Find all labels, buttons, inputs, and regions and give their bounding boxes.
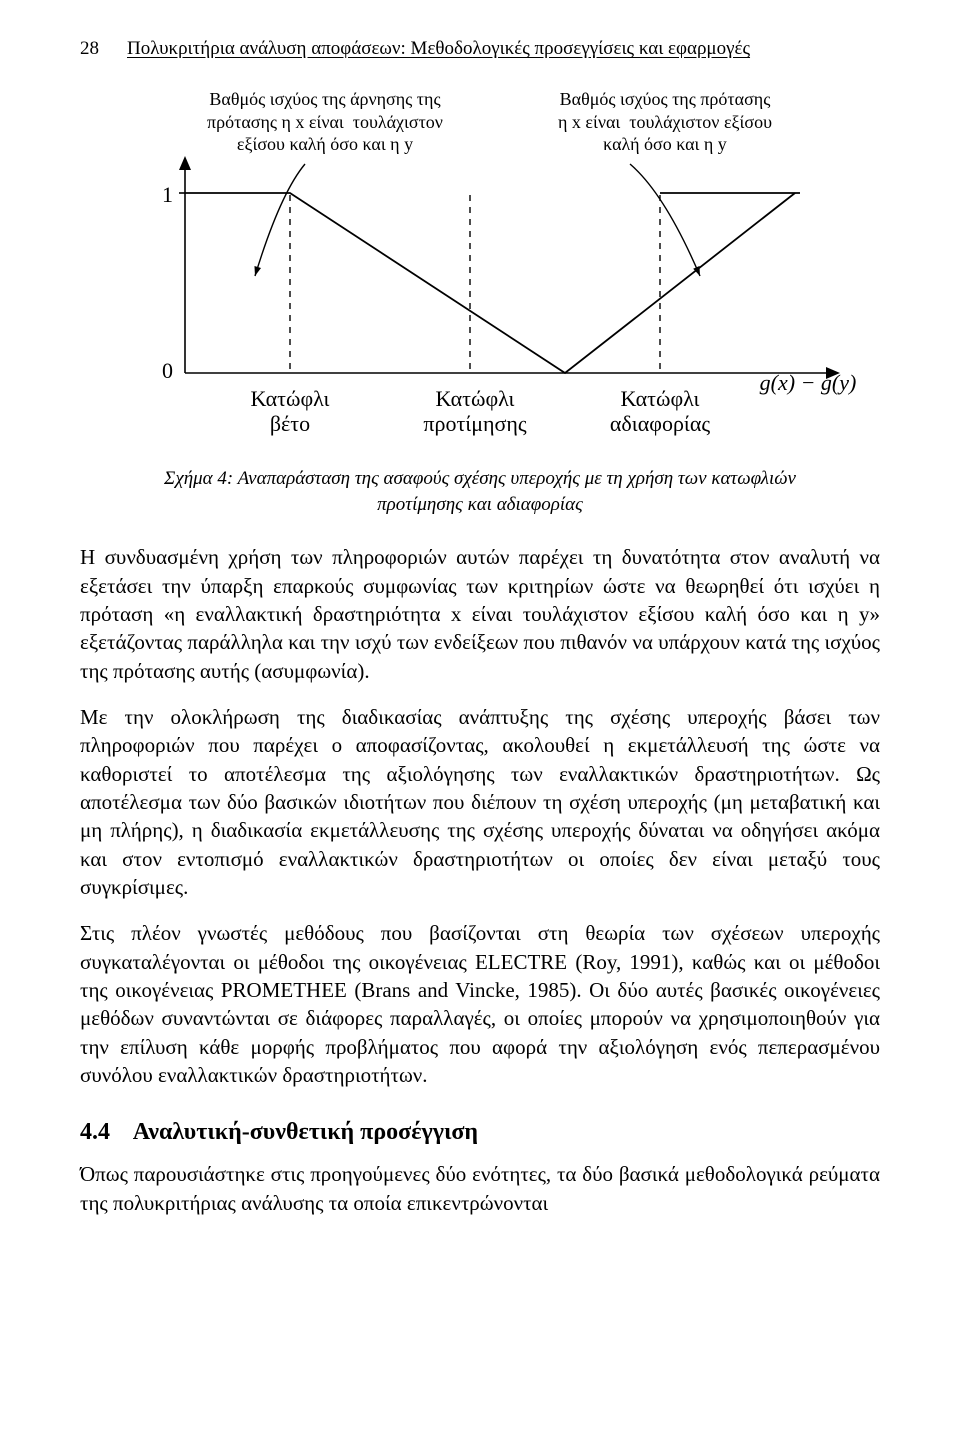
paragraph-3: Στις πλέον γνωστές μεθόδους που βασίζοντ… bbox=[80, 919, 880, 1089]
y-tick-1: 1 bbox=[162, 182, 173, 208]
running-title: Πολυκριτήρια ανάλυση αποφάσεων: Μεθοδολο… bbox=[127, 38, 750, 60]
paragraph-1: Η συνδυασμένη χρήση των πληροφοριών αυτώ… bbox=[80, 543, 880, 685]
callout-rejection: Βαθμός ισχύος της άρνησης τηςπρότασης η … bbox=[185, 88, 465, 156]
x-label-pref: Κατώφλιπροτίμησης bbox=[405, 386, 545, 437]
x-label-veto: Κατώφλιβέτο bbox=[235, 386, 345, 437]
figure-4: 1 0 Βαθμός ισχύος της άρνησης τηςπρόταση… bbox=[90, 88, 870, 448]
paragraph-2: Με την ολοκλήρωση της διαδικασίας ανάπτυ… bbox=[80, 703, 880, 901]
page-number: 28 bbox=[80, 38, 99, 60]
x-axis-expression: g(x) − g(y) bbox=[738, 370, 878, 395]
y-tick-0: 0 bbox=[162, 358, 173, 384]
x-label-indiff: Κατώφλιαδιαφορίας bbox=[590, 386, 730, 437]
figure-caption: Σχήμα 4: Αναπαράσταση της ασαφούς σχέσης… bbox=[130, 466, 830, 517]
section-title: Αναλυτική-συνθετική προσέγγιση bbox=[133, 1119, 478, 1145]
section-heading: 4.4 Αναλυτική-συνθετική προσέγγιση bbox=[80, 1119, 880, 1146]
running-head: 28 Πολυκριτήρια ανάλυση αποφάσεων: Μεθοδ… bbox=[80, 38, 880, 60]
paragraph-4: Όπως παρουσιάστηκε στις προηγούμενες δύο… bbox=[80, 1160, 880, 1217]
callout-support: Βαθμός ισχύος της πρότασηςη x είναι τουλ… bbox=[520, 88, 810, 156]
section-number: 4.4 bbox=[80, 1119, 110, 1145]
